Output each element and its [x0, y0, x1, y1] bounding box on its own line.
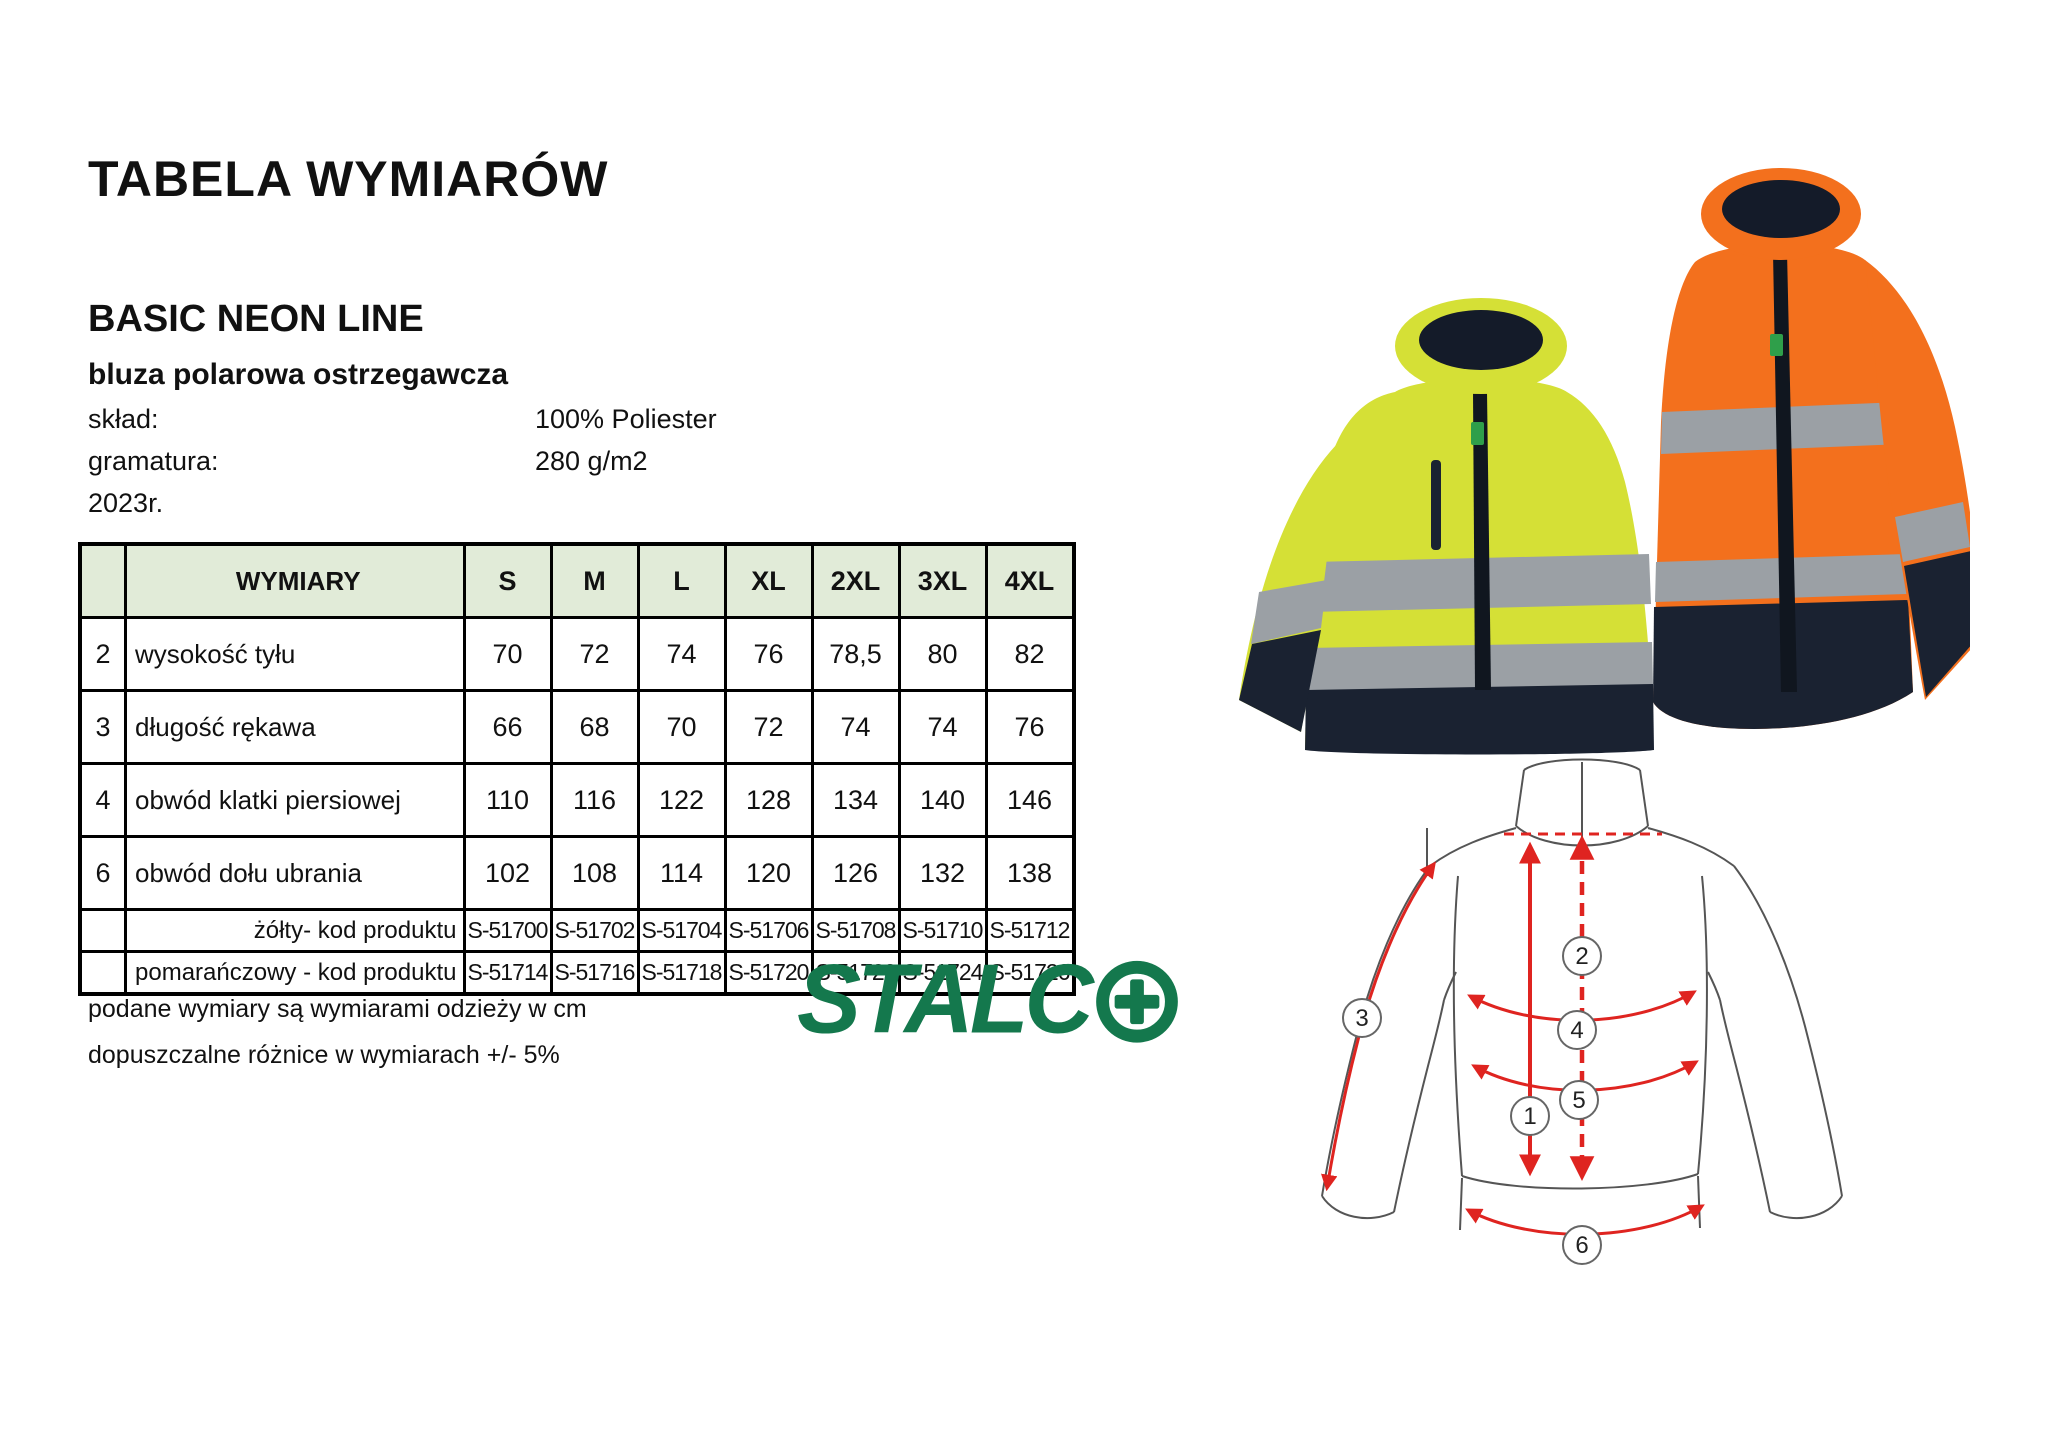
table-row: 4 obwód klatki piersiowej 110 116 122 12…: [78, 762, 1075, 838]
product-code-cell: S-51722: [810, 950, 901, 996]
product-code-cell: S-51716: [549, 950, 640, 996]
size-value-cell: 102: [462, 835, 553, 911]
measure-label-5: 5: [1572, 1087, 1585, 1114]
product-code-label-cell: pomarańczowy - kod produktu: [124, 950, 466, 996]
size-value-cell: 72: [723, 689, 814, 765]
size-value-cell: 134: [810, 762, 901, 838]
size-value-cell: 74: [636, 616, 727, 692]
product-code-cell: S-51720: [723, 950, 814, 996]
row-number-cell: [78, 950, 127, 996]
stalco-logo: STALC: [797, 944, 1180, 1055]
size-value-cell: 146: [984, 762, 1075, 838]
header-size-cell: 2XL: [810, 542, 901, 619]
row-number-cell: 3: [78, 689, 127, 765]
table-header-row: WYMIARY S M L XL 2XL 3XL 4XL: [78, 542, 1075, 619]
measurement-arrows: [1321, 832, 1705, 1236]
header-size-cell: 3XL: [897, 542, 988, 619]
row-number-cell: 6: [78, 835, 127, 911]
header-size-cell: 4XL: [984, 542, 1075, 619]
weight-label: gramatura:: [88, 446, 219, 476]
row-number-cell: 4: [78, 762, 127, 838]
note-units: podane wymiary są wymiarami odzieży w cm: [88, 995, 587, 1023]
size-value-cell: 76: [984, 689, 1075, 765]
measurement-label-cell: długość rękawa: [124, 689, 466, 765]
product-photo-yellow-jacket: [1239, 298, 1654, 755]
measurement-diagram: 1 2 3 4 5 6: [1321, 758, 1843, 1265]
page-title: TABELA WYMIARÓW: [88, 151, 609, 207]
measurement-label-cell: wysokość tyłu: [124, 616, 466, 692]
measure-label-6: 6: [1575, 1232, 1588, 1259]
row-number-cell: 2: [78, 616, 127, 692]
size-value-cell: 74: [810, 689, 901, 765]
size-value-cell: 120: [723, 835, 814, 911]
measure-label-1: 1: [1523, 1103, 1536, 1130]
size-value-cell: 122: [636, 762, 727, 838]
size-value-cell: 78,5: [810, 616, 901, 692]
product-line-name: BASIC NEON LINE: [88, 298, 424, 340]
weight-value: 280 g/m2: [535, 446, 648, 476]
table-row: 2 wysokość tyłu 70 72 74 76 78,5 80 82: [78, 616, 1075, 692]
size-value-cell: 126: [810, 835, 901, 911]
composition-value: 100% Poliester: [535, 404, 717, 434]
header-wymiary-cell: WYMIARY: [124, 542, 466, 619]
year-label: 2023r.: [88, 488, 164, 518]
measure-label-3: 3: [1355, 1005, 1368, 1032]
header-size-cell: XL: [723, 542, 814, 619]
measure-label-2: 2: [1575, 943, 1588, 970]
size-value-cell: 70: [462, 616, 553, 692]
product-code-cell: S-51724: [897, 950, 988, 996]
size-value-cell: 138: [984, 835, 1075, 911]
size-value-cell: 72: [549, 616, 640, 692]
size-value-cell: 66: [462, 689, 553, 765]
stalco-plus-icon: [1095, 960, 1178, 1043]
size-value-cell: 108: [549, 835, 640, 911]
table-row: 3 długość rękawa 66 68 70 72 74 74 76: [78, 689, 1075, 765]
product-code-cell: S-51702: [549, 908, 640, 953]
product-code-label-cell: żółty- kod produktu: [124, 908, 466, 953]
product-code-cell: S-51704: [636, 908, 727, 953]
product-code-cell: S-51714: [462, 950, 553, 996]
measure-label-4: 4: [1570, 1017, 1583, 1044]
note-tolerance: dopuszczalne różnice w wymiarach +/- 5%: [88, 1041, 560, 1069]
size-value-cell: 82: [984, 616, 1075, 692]
product-code-cell: S-51710: [897, 908, 988, 953]
size-value-cell: 140: [897, 762, 988, 838]
product-code-cell: S-51706: [723, 908, 814, 953]
table-row: 6 obwód dołu ubrania 102 108 114 120 126…: [78, 835, 1075, 911]
measurement-label-cell: obwód dołu ubrania: [124, 835, 466, 911]
size-value-cell: 74: [897, 689, 988, 765]
size-value-cell: 128: [723, 762, 814, 838]
product-code-cell: S-51708: [810, 908, 901, 953]
header-size-cell: S: [462, 542, 553, 619]
product-code-cell: S-51700: [462, 908, 553, 953]
measurement-label-cell: obwód klatki piersiowej: [124, 762, 466, 838]
size-value-cell: 76: [723, 616, 814, 692]
product-code-cell: S-51726: [984, 950, 1075, 996]
size-table: WYMIARY S M L XL 2XL 3XL 4XL 2 wysokość …: [78, 542, 1076, 996]
product-code-cell: S-51718: [636, 950, 727, 996]
product-code-row-yellow: żółty- kod produktu S-51700 S-51702 S-51…: [78, 908, 1075, 953]
stalco-logo-text: STALC: [797, 944, 1094, 1055]
product-description: bluza polarowa ostrzegawcza: [88, 358, 509, 391]
size-value-cell: 110: [462, 762, 553, 838]
size-value-cell: 80: [897, 616, 988, 692]
product-code-cell: S-51712: [984, 908, 1075, 953]
measurement-labels: 1 2 3 4 5 6: [1342, 936, 1602, 1265]
product-code-row-orange: pomarańczowy - kod produktu S-51714 S-51…: [78, 950, 1075, 996]
size-value-cell: 70: [636, 689, 727, 765]
size-value-cell: 116: [549, 762, 640, 838]
header-size-cell: M: [549, 542, 640, 619]
row-number-cell: [78, 908, 127, 953]
size-value-cell: 132: [897, 835, 988, 911]
composition-label: skład:: [88, 404, 159, 434]
size-value-cell: 68: [549, 689, 640, 765]
header-size-cell: L: [636, 542, 727, 619]
size-value-cell: 114: [636, 835, 727, 911]
product-photos: [1239, 168, 1970, 755]
product-photo-orange-jacket: [1653, 168, 1970, 729]
header-empty-cell: [78, 542, 127, 619]
